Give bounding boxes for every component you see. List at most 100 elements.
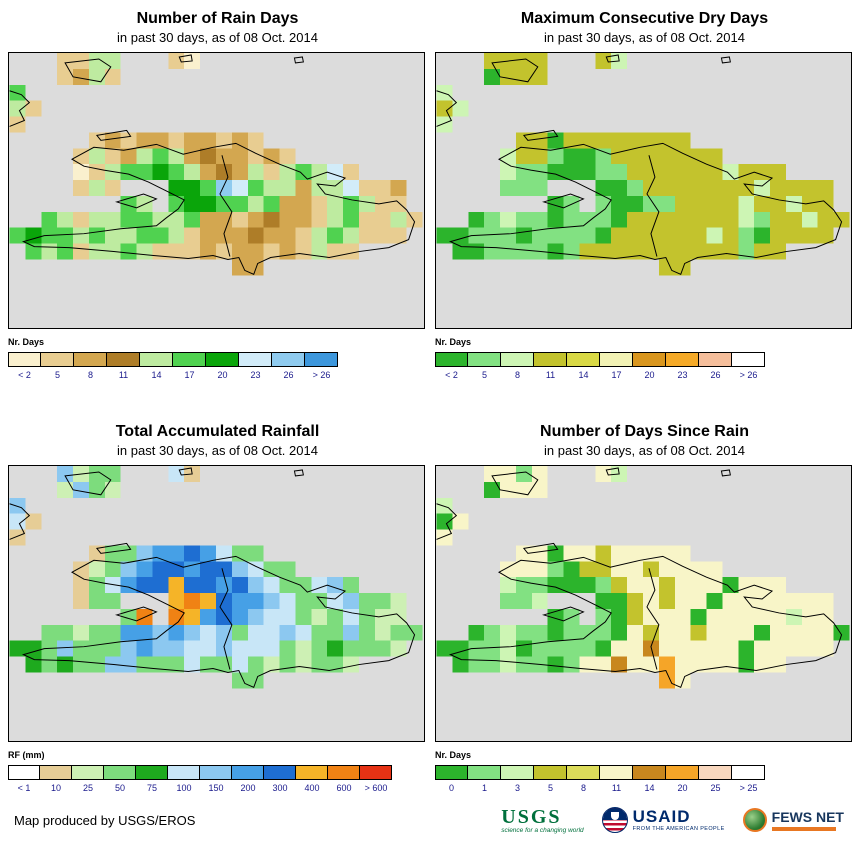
legend-label: Nr. Days xyxy=(435,337,472,347)
raster-cell xyxy=(184,132,201,149)
raster-cell xyxy=(754,640,771,657)
raster-cell xyxy=(468,211,485,228)
raster-cell xyxy=(184,593,201,609)
raster-cell xyxy=(627,545,644,562)
raster-cell xyxy=(658,211,675,228)
panel-header: Number of Rain Days in past 30 days, as … xyxy=(8,8,427,46)
raster-cell xyxy=(515,561,532,578)
raster-cell xyxy=(88,481,105,498)
legend-color-bar: < 2 5 8 11 14 17 20 23 26 > 26 xyxy=(435,352,854,380)
legend-class: 600 xyxy=(328,765,360,793)
raster-cell xyxy=(738,227,755,244)
raster-cell xyxy=(547,624,564,641)
raster-cell xyxy=(168,624,185,641)
raster-cell xyxy=(88,466,105,482)
raster-cell xyxy=(184,656,201,673)
raster-cell xyxy=(658,227,675,244)
coastline-path xyxy=(605,467,620,476)
legend-swatch xyxy=(328,765,360,780)
raster-cell xyxy=(627,164,644,181)
raster-cell xyxy=(247,227,264,244)
raster-cell xyxy=(73,624,89,641)
raster-cell xyxy=(168,656,185,673)
raster-cell xyxy=(595,53,612,69)
raster-cell xyxy=(500,148,516,165)
raster-cell xyxy=(374,624,391,641)
raster-cell xyxy=(120,227,137,244)
raster-cell xyxy=(311,211,328,228)
raster-cell xyxy=(73,481,89,498)
raster-cell xyxy=(247,656,264,673)
raster-cell xyxy=(579,656,596,673)
legend-swatch xyxy=(72,765,104,780)
raster-cell xyxy=(722,164,739,181)
raster-cell xyxy=(817,227,834,244)
raster-cell xyxy=(611,656,628,673)
raster-cell xyxy=(216,640,232,657)
fewsnet-tagline-bar xyxy=(771,826,836,831)
raster-cell xyxy=(452,656,469,673)
panel-header: Number of Days Since Rain in past 30 day… xyxy=(435,421,854,459)
raster-cell xyxy=(531,577,548,594)
legend-swatch-label: 100 xyxy=(176,783,192,793)
raster-cell xyxy=(390,640,407,657)
legend-class: 20 xyxy=(206,352,239,380)
raster-cell xyxy=(200,561,217,578)
raster-cell xyxy=(595,466,612,482)
raster-cell xyxy=(674,195,691,212)
legend-swatch-label: > 600 xyxy=(364,783,388,793)
legend-swatch xyxy=(435,352,468,367)
panel-accumulated-rainfall: Total Accumulated Rainfall in past 30 da… xyxy=(0,413,427,795)
raster-cell xyxy=(168,180,185,196)
raster-cell xyxy=(500,180,516,196)
raster-cell xyxy=(247,545,264,562)
coastline-path xyxy=(219,568,233,670)
raster-cell xyxy=(390,624,407,641)
raster-cell xyxy=(9,116,26,133)
raster-cell xyxy=(263,624,280,641)
legend-class: 23 xyxy=(239,352,272,380)
legend-swatch xyxy=(272,352,305,367)
panel-title: Number of Days Since Rain xyxy=(540,423,749,440)
raster-cell xyxy=(770,227,786,244)
raster-cell xyxy=(104,466,121,482)
raster-cell xyxy=(374,608,391,625)
raster-cell xyxy=(9,513,26,530)
raster-cell xyxy=(500,164,516,181)
raster-cell xyxy=(754,164,771,181)
raster-cell xyxy=(500,561,516,578)
raster-cell xyxy=(231,148,248,165)
raster-cell xyxy=(120,640,137,657)
raster-cell xyxy=(41,211,58,228)
raster-cell xyxy=(531,640,548,657)
raster-cell xyxy=(801,180,818,196)
map-grid: Number of Rain Days in past 30 days, as … xyxy=(0,8,854,795)
raster-cell xyxy=(674,180,691,196)
coastline-path xyxy=(605,54,620,63)
raster-cell xyxy=(200,132,217,149)
raster-cell xyxy=(754,180,771,196)
raster-cell xyxy=(374,640,391,657)
raster-cell xyxy=(152,561,169,578)
raster-cell xyxy=(706,640,723,657)
raster-cell xyxy=(120,545,137,562)
raster-cell xyxy=(452,227,469,244)
raster-cell xyxy=(73,227,89,244)
legend-class: 5 xyxy=(534,765,567,793)
raster-cell xyxy=(515,53,532,69)
raster-cell xyxy=(484,640,501,657)
raster-cell xyxy=(722,608,739,625)
raster-cell xyxy=(390,593,407,609)
raster-cell xyxy=(216,227,232,244)
raster-cell xyxy=(515,243,532,260)
raster-cell xyxy=(358,624,375,641)
legend-swatch xyxy=(206,352,239,367)
raster-cell xyxy=(595,180,612,196)
raster-cell xyxy=(515,148,532,165)
raster-cell xyxy=(770,164,786,181)
raster-cell xyxy=(627,227,644,244)
raster-cell xyxy=(611,148,628,165)
raster-cell xyxy=(627,561,644,578)
raster-cell xyxy=(231,180,248,196)
raster-cell xyxy=(500,481,516,498)
